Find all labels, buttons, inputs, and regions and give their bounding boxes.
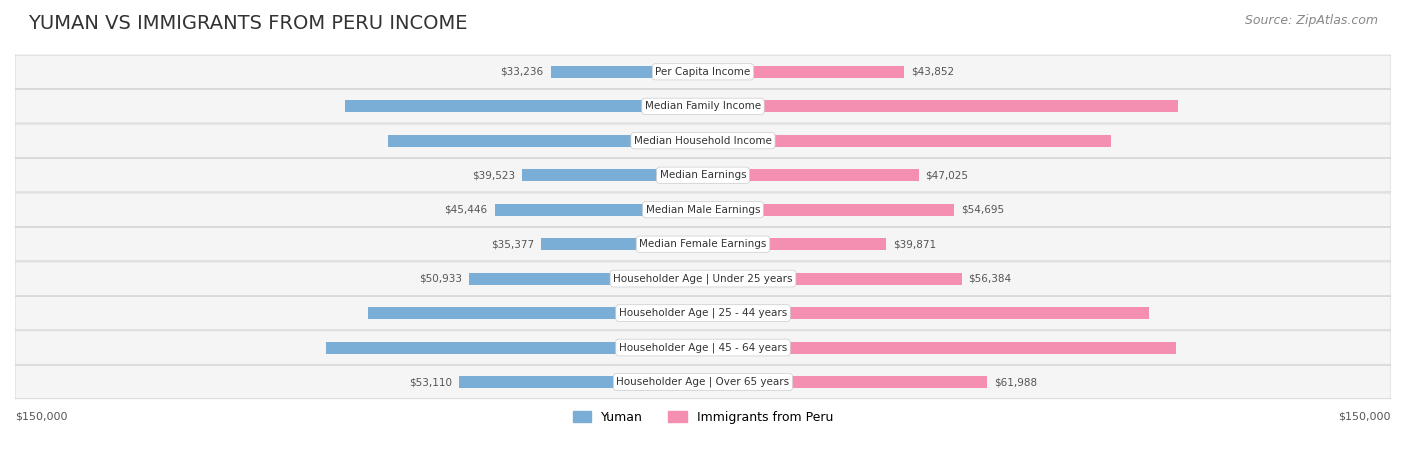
- Text: $47,025: $47,025: [925, 170, 969, 180]
- FancyBboxPatch shape: [15, 297, 1391, 330]
- FancyBboxPatch shape: [15, 262, 1391, 295]
- Text: Median Male Earnings: Median Male Earnings: [645, 205, 761, 215]
- Text: $103,534: $103,534: [710, 101, 759, 111]
- Text: Source: ZipAtlas.com: Source: ZipAtlas.com: [1244, 14, 1378, 27]
- Text: $50,933: $50,933: [419, 274, 463, 283]
- Bar: [703, 273, 962, 285]
- Text: $39,871: $39,871: [893, 239, 936, 249]
- Bar: [703, 238, 886, 250]
- Text: Householder Age | Over 65 years: Householder Age | Over 65 years: [616, 377, 790, 387]
- Text: $43,852: $43,852: [911, 67, 955, 77]
- Bar: [470, 273, 703, 285]
- Bar: [460, 376, 703, 388]
- Bar: [703, 66, 904, 78]
- Text: Median Female Earnings: Median Female Earnings: [640, 239, 766, 249]
- Bar: [541, 238, 703, 250]
- FancyBboxPatch shape: [15, 331, 1391, 364]
- Text: $54,695: $54,695: [960, 205, 1004, 215]
- Text: $35,377: $35,377: [491, 239, 534, 249]
- Text: $33,236: $33,236: [501, 67, 544, 77]
- Text: $150,000: $150,000: [15, 411, 67, 421]
- FancyBboxPatch shape: [15, 124, 1391, 157]
- Text: $97,329: $97,329: [710, 308, 754, 318]
- Text: $103,173: $103,173: [710, 342, 759, 353]
- FancyBboxPatch shape: [15, 193, 1391, 226]
- Bar: [703, 307, 1150, 319]
- Bar: [551, 66, 703, 78]
- Text: $56,384: $56,384: [969, 274, 1012, 283]
- Text: $45,446: $45,446: [444, 205, 488, 215]
- Text: Median Earnings: Median Earnings: [659, 170, 747, 180]
- FancyBboxPatch shape: [15, 90, 1391, 123]
- Text: $89,010: $89,010: [710, 136, 752, 146]
- Text: $68,743: $68,743: [652, 136, 696, 146]
- Text: Per Capita Income: Per Capita Income: [655, 67, 751, 77]
- Bar: [703, 169, 918, 181]
- Text: Householder Age | 25 - 44 years: Householder Age | 25 - 44 years: [619, 308, 787, 318]
- FancyBboxPatch shape: [15, 158, 1391, 192]
- FancyBboxPatch shape: [15, 227, 1391, 261]
- Legend: Yuman, Immigrants from Peru: Yuman, Immigrants from Peru: [568, 405, 838, 429]
- Bar: [344, 100, 703, 112]
- FancyBboxPatch shape: [15, 365, 1391, 399]
- Text: Householder Age | Under 25 years: Householder Age | Under 25 years: [613, 273, 793, 284]
- Text: $150,000: $150,000: [1339, 411, 1391, 421]
- Text: Median Family Income: Median Family Income: [645, 101, 761, 111]
- Bar: [703, 376, 987, 388]
- Bar: [326, 341, 703, 354]
- Text: $39,523: $39,523: [472, 170, 515, 180]
- Text: $61,988: $61,988: [994, 377, 1038, 387]
- Bar: [703, 100, 1178, 112]
- Text: Median Household Income: Median Household Income: [634, 136, 772, 146]
- Bar: [703, 204, 953, 216]
- Text: $78,055: $78,055: [654, 101, 696, 111]
- Text: $72,956: $72,956: [652, 308, 696, 318]
- Text: $53,110: $53,110: [409, 377, 453, 387]
- Bar: [522, 169, 703, 181]
- Text: Householder Age | 45 - 64 years: Householder Age | 45 - 64 years: [619, 342, 787, 353]
- Bar: [495, 204, 703, 216]
- Text: YUMAN VS IMMIGRANTS FROM PERU INCOME: YUMAN VS IMMIGRANTS FROM PERU INCOME: [28, 14, 468, 33]
- Bar: [368, 307, 703, 319]
- Bar: [388, 134, 703, 147]
- Bar: [703, 341, 1177, 354]
- Bar: [703, 134, 1111, 147]
- Text: $82,139: $82,139: [652, 342, 696, 353]
- FancyBboxPatch shape: [15, 55, 1391, 89]
